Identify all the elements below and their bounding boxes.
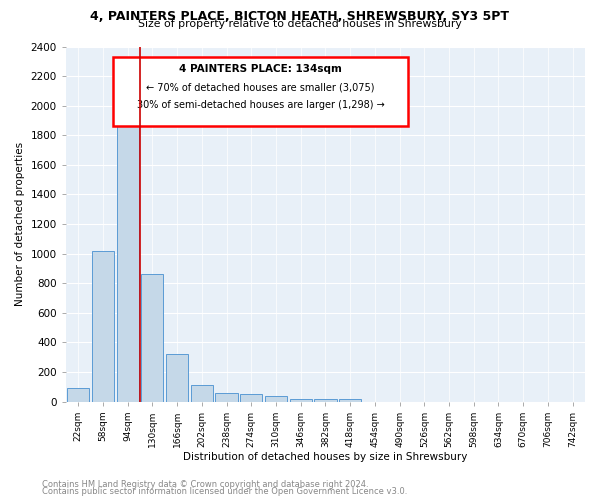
Bar bbox=[141, 274, 163, 402]
Bar bbox=[314, 400, 337, 402]
Bar bbox=[92, 250, 114, 402]
Text: Contains public sector information licensed under the Open Government Licence v3: Contains public sector information licen… bbox=[42, 487, 407, 496]
Bar bbox=[215, 394, 238, 402]
Bar bbox=[240, 394, 262, 402]
Text: 4, PAINTERS PLACE, BICTON HEATH, SHREWSBURY, SY3 5PT: 4, PAINTERS PLACE, BICTON HEATH, SHREWSB… bbox=[91, 10, 509, 23]
Bar bbox=[339, 398, 361, 402]
Text: Contains HM Land Registry data © Crown copyright and database right 2024.: Contains HM Land Registry data © Crown c… bbox=[42, 480, 368, 489]
Bar bbox=[265, 396, 287, 402]
Bar bbox=[67, 388, 89, 402]
Text: 30% of semi-detached houses are larger (1,298) →: 30% of semi-detached houses are larger (… bbox=[137, 100, 385, 110]
Y-axis label: Number of detached properties: Number of detached properties bbox=[15, 142, 25, 306]
X-axis label: Distribution of detached houses by size in Shrewsbury: Distribution of detached houses by size … bbox=[183, 452, 467, 462]
Bar bbox=[290, 398, 312, 402]
Bar bbox=[116, 122, 139, 402]
Text: 4 PAINTERS PLACE: 134sqm: 4 PAINTERS PLACE: 134sqm bbox=[179, 64, 342, 74]
Text: ← 70% of detached houses are smaller (3,075): ← 70% of detached houses are smaller (3,… bbox=[146, 82, 375, 92]
FancyBboxPatch shape bbox=[113, 57, 409, 126]
Bar bbox=[191, 384, 213, 402]
Bar bbox=[166, 354, 188, 402]
Text: Size of property relative to detached houses in Shrewsbury: Size of property relative to detached ho… bbox=[138, 19, 462, 29]
